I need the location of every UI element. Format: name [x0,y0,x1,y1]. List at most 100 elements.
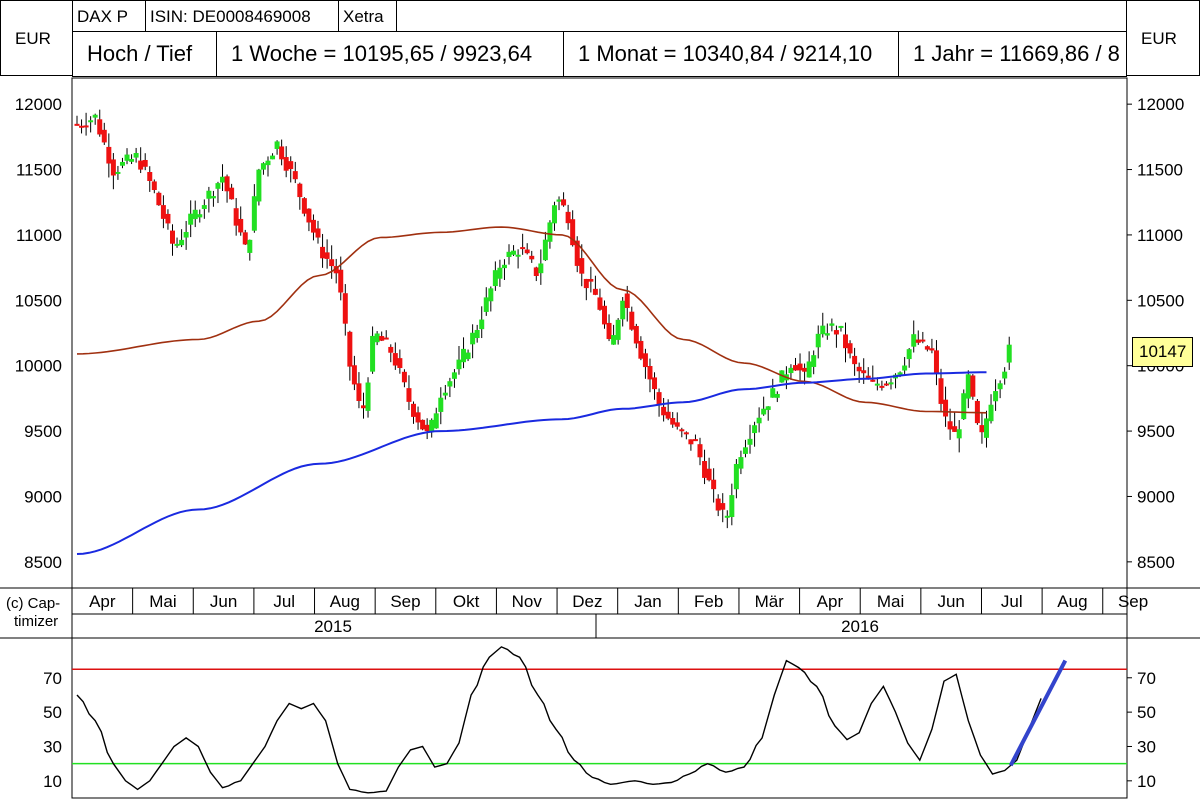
candle-down [852,355,858,365]
candle-down [692,439,698,442]
month-label: Mai [877,592,904,611]
exchange-label: Xetra [339,1,397,32]
candle-up [556,199,562,202]
candle-up [479,319,485,330]
candle-down [411,403,417,417]
candle-down [938,378,944,404]
candle-down [856,366,862,372]
candle-down [833,330,839,335]
candle-up [824,333,830,336]
candle-up [988,404,994,422]
candle-down [151,181,157,191]
candle-down [592,288,598,295]
candle-down [242,232,248,245]
candle-down [652,377,658,390]
high-low-label: Hoch / Tief [73,32,217,76]
candle-down [320,246,326,259]
candle-up [738,457,744,469]
candle-down [406,388,412,402]
candle-down [661,406,667,416]
candle-up [124,154,130,161]
candle-up [897,372,903,375]
price-panel-frame [71,77,1128,589]
candle-up [829,323,835,326]
candle-down [561,199,567,206]
candle-down [670,418,676,425]
month-label: Okt [453,592,480,611]
osc-tick-label: 30 [43,737,62,756]
moving-average-short [76,226,987,414]
candle-up [438,397,444,412]
candle-down [647,366,653,380]
candle-up [838,325,844,328]
candle-up [1002,371,1008,379]
month-label: Apr [817,592,844,611]
candle-down [110,159,116,176]
month-label: Aug [330,592,360,611]
candle-down [802,367,808,372]
candle-up [492,270,498,287]
currency-label-left: EUR [15,29,51,48]
candle-down [579,258,585,274]
candle-down [715,498,721,511]
copyright-line-1: (c) Cap- [6,595,61,612]
candle-up [501,264,507,269]
candle-down [606,322,612,340]
candle-up [515,254,521,257]
candle-down [224,176,230,192]
isin-label: ISIN: DE0008469008 [146,1,339,32]
candle-down [160,205,166,219]
y-tick-label: 10000 [15,357,62,376]
month-label: Jul [273,592,295,611]
candle-down [401,371,407,383]
candle-down [792,365,798,371]
candle-down [679,429,685,432]
candle-down [342,293,348,324]
osc-tick-label-right: 10 [1137,772,1156,791]
candle-down [933,350,939,373]
candle-down [397,358,403,369]
candle-up [442,392,448,396]
candle-down [356,383,362,401]
candle-up [774,393,780,398]
candle-up [770,388,776,398]
candle-up [220,176,226,183]
month-label: Jul [1001,592,1023,611]
candle-down [520,247,526,250]
candle-down [388,346,394,353]
y-tick-label-right: 11000 [1137,226,1183,245]
year-range: 1 Jahr = 11669,86 / 8 [913,41,1120,66]
candle-down [642,353,648,368]
candle-down [529,255,535,260]
y-tick-label: 11000 [16,226,62,245]
candle-up [906,349,912,360]
candle-up [370,335,376,372]
candle-up [210,196,216,199]
month-label: Sep [1118,592,1148,611]
candle-up [497,267,503,279]
candle-down [702,461,708,478]
candle-down [533,267,539,276]
candle-up [902,365,908,371]
candle-up [174,243,180,246]
candle-up [461,348,467,363]
candle-up [820,325,826,335]
month-label: Aug [1057,592,1087,611]
month-label: Jun [937,592,964,611]
candle-down [952,426,958,432]
year-label: 2016 [841,617,879,636]
candle-down [383,337,389,340]
candle-up [911,334,917,347]
candle-down [570,219,576,246]
oscillator-line [76,646,1042,794]
candle-down [979,425,985,433]
candle-down [688,439,694,445]
candle-down [138,160,144,170]
candle-up [752,425,758,434]
month-label: Jan [634,592,661,611]
y-tick-label-right: 8500 [1137,553,1175,572]
candle-up [429,419,435,432]
candle-up [506,251,512,257]
candle-up [133,152,139,158]
